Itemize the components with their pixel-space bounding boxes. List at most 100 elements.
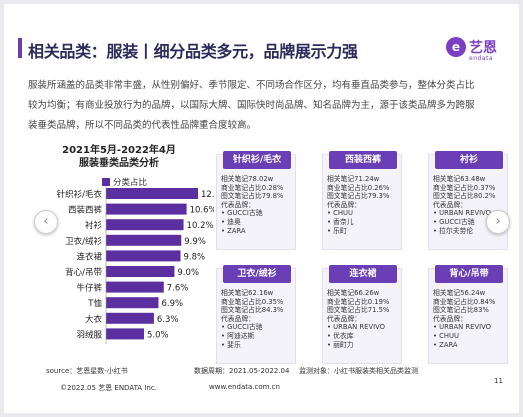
category-card: 背心/吊带相关笔记56.24w 商业笔记占比0.84% 图文笔记占比83% 代表品牌：… (428, 265, 511, 364)
bar (106, 234, 182, 246)
card-title: 针织衫/毛衣 (223, 151, 291, 169)
bar (106, 281, 164, 293)
bar (106, 328, 145, 340)
value-label: 12.1% (201, 190, 214, 200)
bar (106, 203, 187, 215)
bar (106, 266, 175, 277)
card-title: 衬衫 (435, 151, 503, 169)
brand-item: • 拉尔夫劳伦 (433, 226, 474, 235)
brand-item: • 迪奥 (221, 217, 241, 226)
card-stat: 相关笔记56.24w (433, 289, 486, 297)
chevron-left-icon: ‹ (43, 214, 49, 229)
description-line: 装垂类品牌，所以不同品类的代表性品牌重合度较高。 (28, 120, 257, 131)
next-slide-button[interactable]: › (486, 210, 510, 234)
card-stat: 图文笔记占比80.2% (433, 192, 496, 201)
category-label: 针织衫/毛衣 (57, 189, 103, 200)
brand-item: • URBAN REVIVO (433, 209, 491, 218)
card-stat: 代表品牌： (433, 314, 467, 323)
bar (106, 312, 154, 324)
card-body: 相关笔记71.24w 商业笔记占比0.26% 图文笔记占比79.3% 代表品牌： • C… (327, 175, 405, 235)
title-accent-bar (18, 38, 22, 58)
card-title: 卫衣/绒衫 (223, 265, 291, 283)
brand-item: • ZARA (221, 226, 246, 235)
category-card: 卫衣/绒衫相关笔记62.16w 商业笔记占比0.35% 图文笔记占比84.3% 代表品… (216, 265, 299, 364)
legend-label: 分类占比 (113, 178, 148, 188)
brand-item: • URBAN REVIVO (327, 323, 385, 332)
brand-item: • URBAN REVIVO (433, 323, 491, 332)
logo-subtext: endata (469, 55, 494, 62)
category-label: 牛仔裤 (76, 283, 102, 294)
card-body: 相关笔记56.24w 商业笔记占比0.84% 图文笔记占比83% 代表品牌： • URB… (433, 289, 511, 349)
category-card: 连衣裙相关笔记66.26w 商业笔记占比0.19% 图文笔记占比71.5% 代表品牌：… (322, 265, 405, 364)
card-stat: 相关笔记78.02w (221, 175, 274, 183)
value-label: 10.2% (187, 221, 214, 231)
card-stat: 图文笔记占比71.5% (327, 306, 390, 315)
endata-logo-icon: e (446, 37, 466, 57)
chart-legend: 分类占比 (102, 176, 147, 188)
brand-item: • 阿迪达斯 (221, 331, 255, 340)
card-stat: 商业笔记占比0.37% (433, 183, 496, 192)
card-stat: 图文笔记占比84.3% (221, 306, 284, 315)
category-label: 西装西裤 (68, 205, 103, 216)
card-stat: 图文笔记占比79.8% (221, 192, 284, 201)
category-label: 大衣 (85, 314, 103, 325)
footer-scope: 监测对象：小红书服装类相关品类监测 (299, 367, 418, 375)
prev-slide-button[interactable]: ‹ (34, 210, 58, 234)
brand-item: • CHUU (327, 209, 353, 218)
card-stat: 图文笔记占比79.3% (327, 192, 390, 201)
category-label: 卫衣/绒衫 (65, 236, 102, 247)
card-title: 连衣裙 (329, 265, 397, 283)
card-stat: 相关笔记63.48w (433, 175, 486, 183)
footer-copyright: ©2022.05 艺恩 ENDATA Inc. (60, 384, 157, 392)
brand-item: • 优衣库 (327, 331, 354, 340)
chart-title: 2021年5月-2022年4月 服装垂类品类分析 (44, 144, 194, 170)
page-number: 11 (494, 377, 503, 385)
card-stat: 相关笔记62.16w (221, 289, 274, 297)
card-stat: 商业笔记占比0.26% (327, 183, 390, 192)
card-stat: 代表品牌： (327, 314, 361, 323)
category-label: T恤 (87, 298, 102, 309)
bar (106, 297, 159, 309)
card-stat: 相关笔记71.24w (327, 175, 380, 183)
card-stat: 商业笔记占比0.35% (221, 297, 284, 306)
card-stat: 商业笔记占比0.28% (221, 183, 284, 192)
value-label: 6.3% (157, 315, 179, 325)
chevron-right-icon: › (495, 214, 501, 229)
category-card: 针织衫/毛衣相关笔记78.02w 商业笔记占比0.28% 图文笔记占比79.8% 代表… (216, 151, 299, 250)
category-label: 连衣裙 (76, 251, 102, 262)
legend-swatch (102, 178, 110, 186)
value-label: 6.9% (161, 299, 183, 309)
footer-period: 数据周期：2021.05-2022.04 (194, 367, 290, 375)
card-stat: 相关笔记66.26w (327, 289, 380, 297)
brand-item: • 香奈儿 (327, 217, 354, 226)
brand-item: • 丽町力 (327, 340, 354, 349)
value-label: 9.9% (184, 237, 206, 247)
card-body: 相关笔记63.48w 商业笔记占比0.37% 图文笔记占比80.2% 代表品牌： • U… (433, 175, 511, 235)
chart-title-line: 2021年5月-2022年4月 (62, 145, 176, 156)
category-card: 西装西裤相关笔记71.24w 商业笔记占比0.26% 图文笔记占比79.3% 代表品牌… (322, 151, 405, 250)
card-body: 相关笔记66.26w 商业笔记占比0.19% 图文笔记占比71.5% 代表品牌： • U… (327, 289, 405, 349)
card-stat: 商业笔记占比0.84% (433, 297, 496, 306)
category-label: 衬衫 (85, 220, 103, 231)
value-label: 7.6% (167, 284, 189, 294)
brand-item: • GUCCI古驰 (221, 209, 263, 218)
description-line: 较为均衡；有商业投放行为的品牌，以国际大牌、国际快时尚品牌、知名品牌为主，源于该… (28, 100, 475, 111)
card-stat: 代表品牌： (327, 200, 361, 209)
brand-item: • ZARA (433, 340, 458, 349)
endata-logo: e 艺恩 endata (446, 35, 510, 67)
chart-title-line: 服装垂类品类分析 (79, 158, 159, 169)
card-title: 背心/吊带 (435, 265, 503, 283)
card-stat: 代表品牌： (433, 200, 467, 209)
value-label: 5.0% (147, 330, 169, 340)
value-label: 9.8% (184, 252, 206, 262)
value-label: 10.6% (190, 206, 214, 216)
logo-text: 艺恩 (469, 40, 497, 56)
category-bar-chart: 针织衫/毛衣 12.1% 西装西裤 10.6% 衬衫 10.2% 卫衣/绒衫 9.9% 连衣裙 9… (57, 186, 214, 344)
category-label: 背心/吊带 (65, 267, 102, 278)
card-title: 西装西裤 (329, 151, 397, 169)
card-stat: 代表品牌： (221, 314, 255, 323)
card-body: 相关笔记78.02w 商业笔记占比0.28% 图文笔记占比79.8% 代表品牌： • G… (221, 175, 299, 235)
bar (106, 188, 198, 199)
brand-item: • CHUU (433, 331, 459, 340)
card-body: 相关笔记62.16w 商业笔记占比0.35% 图文笔记占比84.3% 代表品牌： • G… (221, 289, 299, 349)
